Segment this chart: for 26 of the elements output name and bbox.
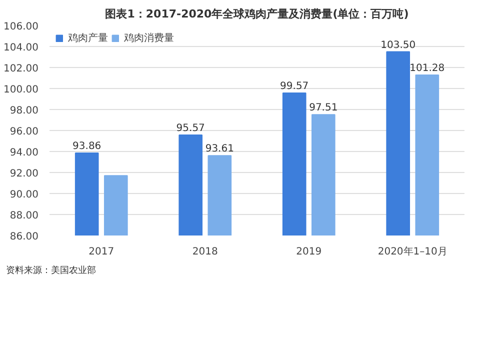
y-tick-label: 90.00	[10, 190, 39, 200]
y-tick-label: 98.00	[10, 106, 39, 116]
y-tick-label: 100.00	[4, 84, 39, 96]
x-tick-label: 2019	[296, 246, 322, 258]
chart-title: 图表1：2017-2020年全球鸡肉产量及消费量(单位：百万吨)	[105, 8, 409, 20]
y-tick-label: 88.00	[10, 210, 39, 222]
x-tick-label: 2018	[192, 246, 218, 258]
data-label: 99.57	[280, 81, 309, 92]
data-label: 103.50	[380, 40, 416, 51]
y-tick-label: 106.00	[4, 22, 39, 32]
y-tick-label: 94.00	[10, 148, 39, 158]
data-label: 93.61	[205, 144, 234, 155]
text: 资料来源：美国农业部	[6, 265, 96, 278]
data-label: 95.57	[176, 123, 205, 134]
legend-label: 鸡肉产量	[68, 32, 108, 45]
y-tick-label: 96.00	[10, 126, 39, 138]
data-label: 97.51	[309, 102, 338, 114]
x-tick-label: 2017	[88, 246, 114, 258]
x-tick-label: 2020年1–10月	[378, 246, 448, 258]
y-tick-label: 86.00	[10, 232, 39, 242]
data-label: 101.28	[410, 63, 445, 74]
y-tick-label: 102.00	[4, 64, 39, 74]
y-tick-label: 104.00	[4, 42, 39, 54]
legend-label: 鸡肉消费量	[124, 32, 174, 45]
data-label: 93.86	[72, 140, 102, 152]
y-tick-label: 92.00	[10, 168, 39, 180]
